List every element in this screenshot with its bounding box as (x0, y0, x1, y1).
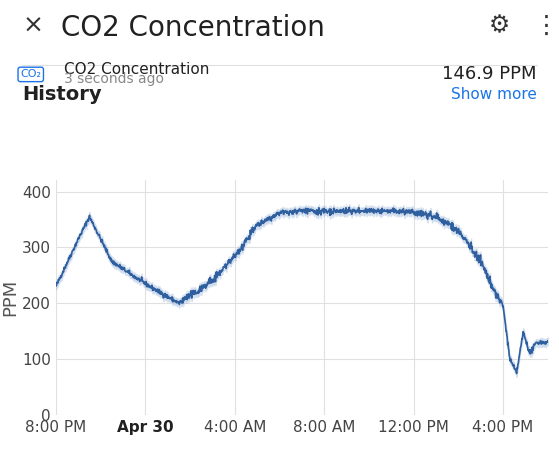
Text: Show more: Show more (451, 87, 537, 102)
Text: 3 seconds ago: 3 seconds ago (64, 72, 164, 86)
Y-axis label: PPM: PPM (1, 279, 19, 316)
Text: CO2 Concentration: CO2 Concentration (64, 62, 210, 78)
Text: CO₂: CO₂ (20, 69, 41, 79)
Text: ⋮: ⋮ (534, 14, 559, 37)
Text: 146.9 PPM: 146.9 PPM (442, 65, 537, 83)
Text: CO2 Concentration: CO2 Concentration (61, 14, 325, 41)
Text: History: History (22, 85, 102, 104)
Text: ×: × (22, 14, 44, 37)
Text: ⚙: ⚙ (489, 14, 510, 37)
